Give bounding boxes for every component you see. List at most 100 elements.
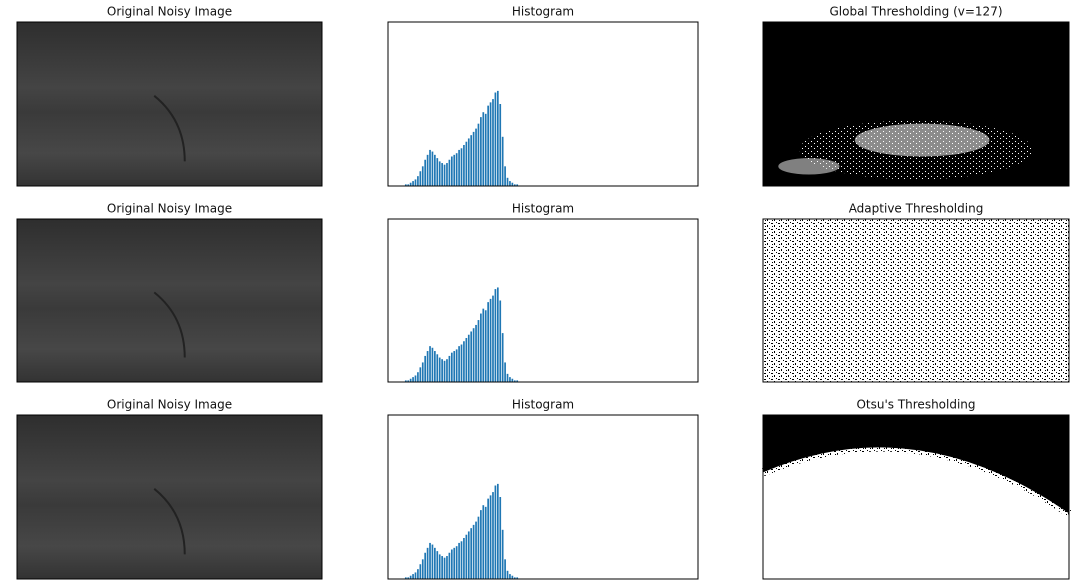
bar [446, 163, 448, 186]
bar [424, 355, 427, 382]
axes-frame [387, 218, 699, 383]
bar [414, 572, 417, 579]
bar [438, 161, 441, 186]
bar [487, 105, 489, 186]
bar [404, 577, 407, 579]
bar [417, 372, 419, 382]
subplot-title: Otsu's Thresholding [856, 398, 975, 412]
bar [446, 359, 448, 382]
bar [467, 138, 470, 186]
subplot-title: Histogram [512, 202, 574, 216]
axes-frame [762, 21, 1070, 187]
axes-frame [762, 218, 1070, 383]
bar [429, 149, 431, 186]
bar [417, 176, 419, 186]
bar [504, 166, 506, 186]
bar [455, 153, 458, 186]
image-region [778, 158, 840, 175]
bar [472, 524, 475, 579]
bar [494, 485, 497, 579]
bar [455, 349, 458, 382]
bar [472, 328, 475, 382]
bar [480, 313, 482, 382]
bar [412, 181, 414, 186]
bar [492, 99, 494, 186]
bar [463, 538, 465, 579]
bar [504, 362, 506, 382]
bar [511, 575, 514, 579]
bar [426, 154, 429, 186]
bar [438, 357, 441, 382]
bar [513, 380, 516, 382]
subplot-title: Global Thresholding (v=127) [829, 5, 1002, 19]
bar [419, 367, 422, 382]
bar [467, 531, 470, 579]
bar [480, 117, 482, 186]
bar [463, 341, 465, 382]
bar [511, 182, 514, 186]
bar [489, 298, 492, 382]
bar [506, 373, 509, 382]
bar [404, 380, 407, 382]
bar [482, 112, 485, 186]
bar [492, 295, 494, 382]
bar [438, 554, 441, 579]
bar [446, 556, 448, 579]
bar [501, 333, 504, 382]
bar [465, 141, 468, 186]
bar [417, 569, 419, 579]
bar [516, 184, 519, 186]
bar [509, 377, 511, 382]
bar [443, 360, 446, 382]
bar [431, 151, 434, 186]
bar [487, 302, 489, 382]
bar [494, 92, 497, 186]
bar [458, 149, 460, 186]
bar [501, 136, 504, 186]
bar [516, 577, 519, 579]
bar [450, 352, 453, 382]
bar [421, 362, 424, 382]
bar [463, 145, 465, 186]
bar [431, 544, 434, 579]
bar [443, 557, 446, 579]
bar [426, 547, 429, 579]
bar [470, 528, 473, 579]
bar [441, 163, 443, 186]
bar [499, 104, 502, 186]
bar [458, 346, 460, 382]
bar [496, 483, 499, 579]
bar [477, 123, 480, 186]
bar [434, 351, 436, 382]
bar [448, 355, 451, 382]
bar [407, 184, 410, 186]
bar [465, 337, 468, 382]
bar [506, 570, 509, 579]
image-region [854, 123, 990, 157]
bar [414, 179, 417, 186]
bar [475, 521, 477, 579]
bar [511, 378, 514, 382]
image-streak [153, 95, 186, 162]
subplot-title: Adaptive Thresholding [849, 202, 984, 216]
bar [477, 516, 480, 579]
subplot-title: Original Noisy Image [107, 5, 232, 19]
bar [436, 354, 439, 382]
axes-frame [16, 218, 323, 383]
bar [429, 542, 431, 579]
bar [421, 166, 424, 186]
bar [506, 177, 509, 186]
bar [489, 495, 492, 579]
subplot-title: Original Noisy Image [107, 202, 232, 216]
bar [480, 510, 482, 579]
bar [501, 529, 504, 579]
bar [489, 102, 492, 186]
bar [453, 154, 456, 186]
bar [436, 551, 439, 579]
bar [450, 549, 453, 579]
bar [431, 347, 434, 382]
bar [475, 324, 477, 382]
bar [470, 135, 473, 186]
bar [460, 344, 463, 382]
